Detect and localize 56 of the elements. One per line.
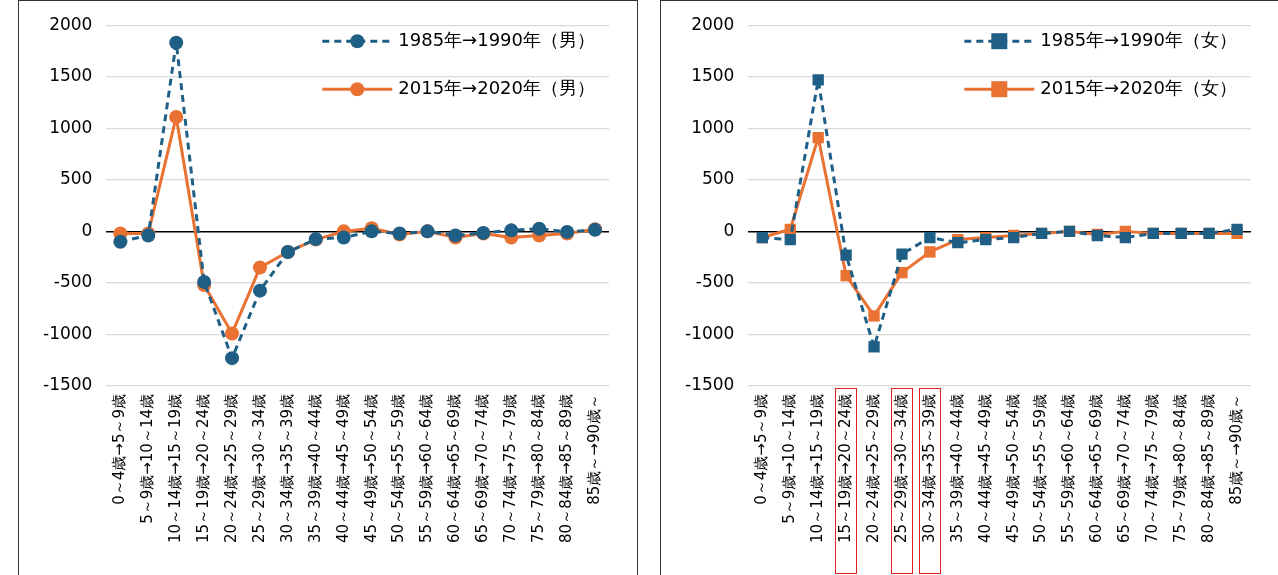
y-tick-label: 1500 [691, 65, 735, 86]
y-tick-label: -1000 [42, 322, 93, 343]
x-tick-label: 75～79歳→80～84歳 [1171, 394, 1190, 543]
legend-label: 1985年→1990年（女） [1040, 28, 1237, 50]
x-tick-label: 80～84歳→85～89歳 [1199, 394, 1218, 543]
x-tick-label: 15～19歳→20～24歳 [194, 394, 213, 543]
x-tick-label: 30～34歳→35～39歳 [919, 394, 938, 543]
y-tick-label: -1500 [684, 374, 735, 395]
x-tick-label: 5～9歳→10～14歳 [780, 394, 799, 524]
x-tick-label: 70～74歳→75～79歳 [1143, 394, 1162, 543]
x-tick-label: 20～24歳→25～29歳 [221, 394, 240, 543]
x-tick-label: 70～74歳→75～79歳 [501, 394, 520, 543]
x-tick-label: 60～64歳→65～69歳 [1087, 394, 1106, 543]
y-tick-label: 2000 [691, 13, 735, 34]
x-tick-label: 85歳～→90歳～ [1226, 394, 1245, 505]
x-tick-label: 50～54歳→55～59歳 [1031, 394, 1050, 543]
y-tick-label: -500 [695, 271, 735, 292]
x-tick-label: 25～29歳→30～34歳 [891, 394, 910, 543]
y-tick-label: 1500 [49, 65, 93, 86]
y-tick-label: 500 [701, 168, 735, 189]
y-tick-label: 0 [81, 219, 93, 240]
x-tick-label: 45～49歳→50～54歳 [1003, 394, 1022, 543]
x-tick-label: 80～84歳→85～89歳 [557, 394, 576, 543]
x-tick-label: 15～19歳→20～24歳 [836, 394, 855, 543]
x-tick-label: 65～69歳→70～74歳 [473, 394, 492, 543]
x-tick-label: 85歳～→90歳～ [584, 394, 603, 505]
x-tick-label: 30～34歳→35～39歳 [277, 394, 296, 543]
x-tick-label: 10～14歳→15～19歳 [808, 394, 827, 543]
legend-label: 2015年→2020年（男） [398, 76, 595, 98]
x-tick-label: 0～4歳→5～9歳 [752, 394, 771, 505]
y-tick-label: 2000 [49, 13, 93, 34]
x-tick-label: 35～39歳→40～44歳 [305, 394, 324, 543]
x-tick-label: 65～69歳→70～74歳 [1115, 394, 1134, 543]
x-tick-label: 55～59歳→60～64歳 [1059, 394, 1078, 543]
y-tick-label: 1000 [691, 116, 735, 137]
x-tick-label: 55～59歳→60～64歳 [417, 394, 436, 543]
x-tick-label: 20～24歳→25～29歳 [863, 394, 882, 543]
x-tick-label: 45～49歳→50～54歳 [361, 394, 380, 543]
y-tick-label: 1000 [49, 116, 93, 137]
x-tick-label: 5～9歳→10～14歳 [138, 394, 157, 524]
x-tick-label: 50～54歳→55～59歳 [389, 394, 408, 543]
legend-label: 2015年→2020年（女） [1040, 76, 1237, 98]
legend-label: 1985年→1990年（男） [398, 28, 595, 50]
y-tick-label: -500 [53, 271, 93, 292]
x-tick-label: 60～64歳→65～69歳 [445, 394, 464, 543]
x-tick-label: 10～14歳→15～19歳 [166, 394, 185, 543]
y-tick-label: 500 [59, 168, 93, 189]
y-tick-label: -1000 [684, 322, 735, 343]
y-tick-label: -1500 [42, 374, 93, 395]
x-tick-label: 35～39歳→40～44歳 [947, 394, 966, 543]
x-tick-label: 40～44歳→45～49歳 [333, 394, 352, 543]
x-tick-label: 75～79歳→80～84歳 [529, 394, 548, 543]
x-tick-label: 25～29歳→30～34歳 [249, 394, 268, 543]
x-tick-label: 40～44歳→45～49歳 [975, 394, 994, 543]
y-tick-label: 0 [723, 219, 735, 240]
x-tick-label: 0～4歳→5～9歳 [110, 394, 129, 505]
